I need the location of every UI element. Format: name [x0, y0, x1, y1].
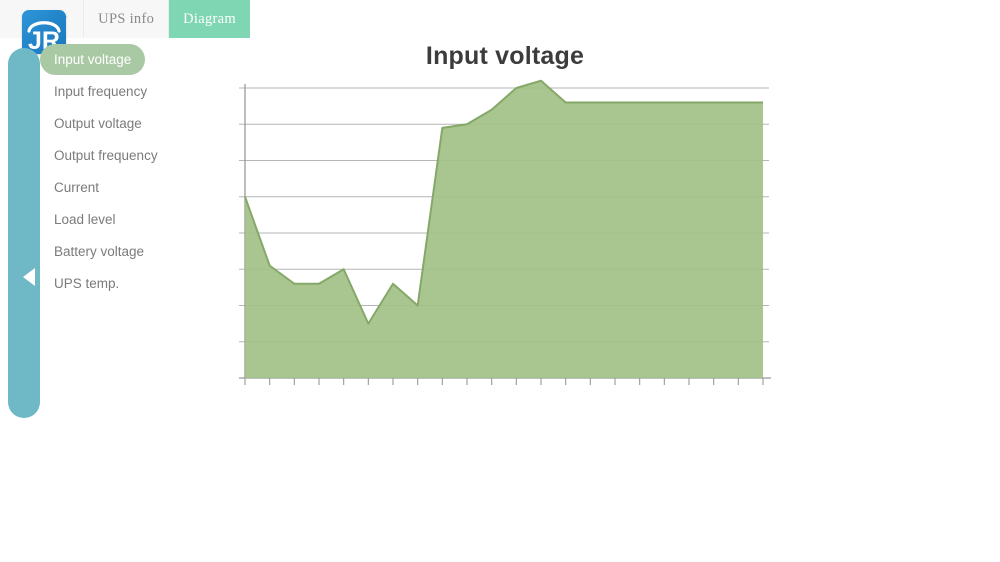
sidebar-item-ups-temp[interactable]: UPS temp. — [40, 268, 133, 299]
chart-title: Input voltage — [425, 42, 585, 70]
tab-ups-info-label: UPS info — [98, 10, 155, 27]
sidebar-item-label: Output voltage — [54, 116, 142, 131]
sidebar-item-label: Battery voltage — [54, 244, 145, 259]
sidebar-item-output-frequency[interactable]: Output frequency — [40, 140, 172, 171]
tab-diagram[interactable]: Diagram — [169, 0, 250, 38]
sidebar-item-input-frequency[interactable]: Input frequency — [40, 76, 161, 107]
sidebar-item-label: Input voltage — [54, 52, 132, 67]
sidebar-item-label: UPS temp. — [54, 276, 120, 291]
sidebar-item-load-level[interactable]: Load level — [40, 204, 130, 235]
chart-series-area — [244, 79, 763, 378]
input-voltage-area-chart[interactable] — [235, 78, 775, 388]
sidebar-menu: Input voltage Input frequency Output vol… — [40, 44, 230, 300]
sidebar-item-output-voltage[interactable]: Output voltage — [40, 108, 156, 139]
sidebar-item-label: Input frequency — [54, 84, 148, 99]
left-triangle-icon — [23, 268, 35, 286]
sidebar-collapse-handle[interactable] — [8, 48, 40, 418]
chart-container — [235, 78, 775, 388]
sidebar-item-current[interactable]: Current — [40, 172, 113, 203]
sidebar-item-label: Output frequency — [54, 148, 158, 163]
sidebar-item-label: Load level — [54, 212, 116, 227]
sidebar-item-input-voltage[interactable]: Input voltage — [40, 44, 146, 75]
sidebar-item-battery-voltage[interactable]: Battery voltage — [40, 236, 158, 267]
sidebar-item-label: Current — [54, 180, 100, 195]
tab-ups-info[interactable]: UPS info — [84, 0, 170, 38]
tab-diagram-label: Diagram — [183, 10, 236, 27]
chart-x-axis — [239, 377, 771, 385]
tab-bar: ow UPS info Diagram — [0, 0, 250, 38]
